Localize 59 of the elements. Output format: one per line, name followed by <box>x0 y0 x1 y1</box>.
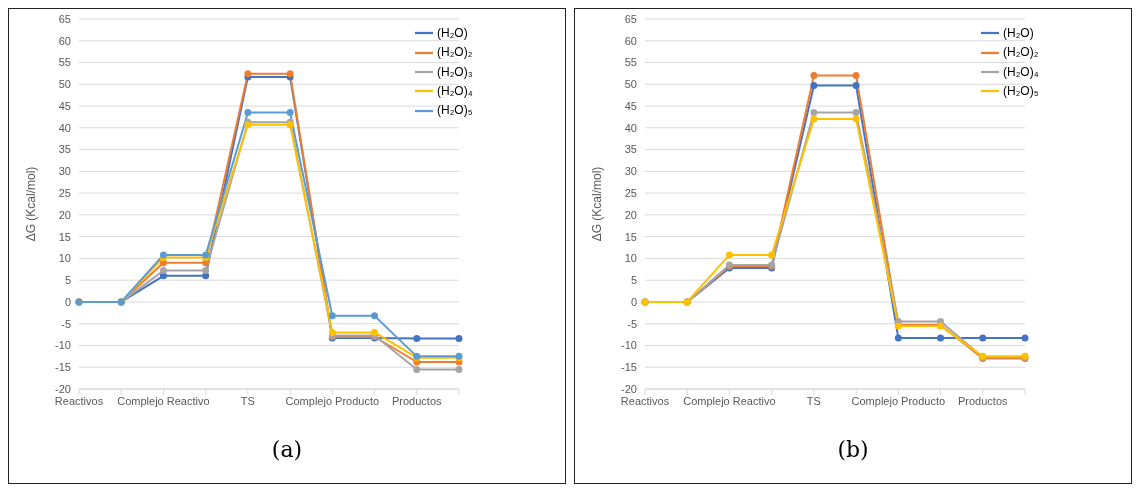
y-tick-label: 30 <box>58 165 71 178</box>
text: (b) <box>836 437 870 462</box>
y-tick-label: 65 <box>624 12 637 25</box>
y-tick-label: 35 <box>624 143 637 156</box>
legend-label: (H₂O)₅ <box>1003 83 1039 98</box>
y-tick-label: 15 <box>58 230 71 243</box>
y-tick-label: 35 <box>58 143 71 156</box>
text: (a) <box>270 437 304 462</box>
y-tick-label: 50 <box>58 78 71 91</box>
y-tick-label: 25 <box>624 187 637 200</box>
y-tick-label: 40 <box>624 121 637 134</box>
y-tick-label: -5 <box>61 317 71 330</box>
legend-label: (H₂O) <box>1003 26 1034 40</box>
y-tick-label: 0 <box>630 295 637 308</box>
x-tick-label: Reactivos <box>620 394 670 407</box>
y-tick-label: 40 <box>58 121 71 134</box>
y-tick-label: 10 <box>624 252 637 265</box>
y-tick-label: -20 <box>621 382 637 395</box>
y-tick-label: 65 <box>58 12 71 25</box>
y-tick-label: 5 <box>64 274 71 287</box>
x-tick-label: Productos <box>958 394 1009 407</box>
x-tick-label: Complejo Reactivo <box>117 394 210 407</box>
y-tick-label: -20 <box>55 382 71 395</box>
y-tick-label: 0 <box>64 295 71 308</box>
y-tick-label: 60 <box>624 34 637 47</box>
legend-label: (H₂O)₂ <box>1003 45 1039 60</box>
y-tick-label: -10 <box>621 339 637 352</box>
legend-label: (H₂O)₅ <box>437 103 473 118</box>
x-tick-label: Complejo Producto <box>851 394 946 407</box>
y-tick-label: 45 <box>58 99 71 112</box>
y-tick-label: -15 <box>55 361 71 374</box>
y-tick-label: 20 <box>58 208 71 221</box>
y-tick-label: 30 <box>624 165 637 178</box>
y-tick-label: 15 <box>624 230 637 243</box>
y-axis-title: ΔG (Kcal/mol) <box>590 166 605 242</box>
legend-label: (H₂O)₂ <box>437 45 473 60</box>
x-tick-label: TS <box>806 394 821 407</box>
y-tick-label: -15 <box>621 361 637 374</box>
y-tick-label: 45 <box>624 99 637 112</box>
y-tick-label: 60 <box>58 34 71 47</box>
x-tick-label: TS <box>240 394 255 407</box>
x-tick-label: Reactivos <box>54 394 104 407</box>
y-tick-label: 10 <box>58 252 71 265</box>
x-tick-label: Productos <box>392 394 443 407</box>
legend-label: (H₂O)₃ <box>437 64 473 79</box>
y-tick-label: 50 <box>624 78 637 91</box>
legend-label: (H₂O) <box>437 26 468 40</box>
y-tick-label: 55 <box>624 56 637 69</box>
y-tick-label: 20 <box>624 208 637 221</box>
x-tick-label: Complejo Reactivo <box>683 394 776 407</box>
y-tick-label: -5 <box>627 317 637 330</box>
y-tick-label: 25 <box>58 187 71 200</box>
y-tick-label: 55 <box>58 56 71 69</box>
y-tick-label: -10 <box>55 339 71 352</box>
legend-label: (H₂O)₄ <box>1003 64 1039 79</box>
x-tick-label: Complejo Producto <box>285 394 380 407</box>
legend-label: (H₂O)₄ <box>437 83 473 98</box>
y-tick-label: 5 <box>630 274 637 287</box>
y-axis-title: ΔG (Kcal/mol) <box>24 166 39 242</box>
